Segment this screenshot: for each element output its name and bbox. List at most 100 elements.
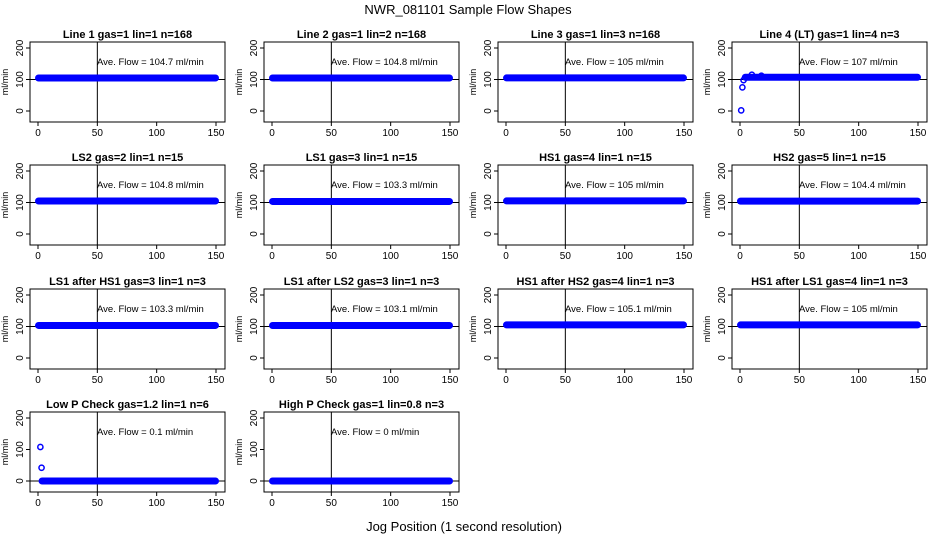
plot-frame [497,164,694,246]
x-tick-label: 150 [442,375,459,386]
flow-point-band [503,74,687,82]
average-flow-annotation: Ave. Flow = 0 ml/min [331,427,419,438]
flow-point-band [35,74,219,82]
plot-frame [29,41,226,123]
flow-point [38,464,45,472]
panel-10: LS1 after LS2 gas=3 lin=1 n=3 ml/min 0 50 10… [234,276,460,386]
x-tick-label: 0 [737,251,743,262]
y-tick-label: 100 [249,71,260,88]
plot-frame [263,411,460,493]
average-flow-annotation: Ave. Flow = 103.3 ml/min [97,304,204,315]
average-flow-annotation: Ave. Flow = 104.8 ml/min [331,57,438,68]
x-tick-label: 0 [35,251,41,262]
y-tick-label: 100 [717,318,728,335]
flow-point-band [503,197,687,205]
y-tick-label: 200 [717,162,728,179]
flow-point [37,443,44,451]
x-tick-label: 100 [382,251,399,262]
plot-frame [731,288,928,370]
y-tick-label: 200 [249,286,260,303]
y-tick-label: 200 [15,286,26,303]
average-flow-annotation: Ave. Flow = 0.1 ml/min [97,427,193,438]
flow-point [740,76,747,84]
y-axis-label: ml/min [234,439,244,466]
y-tick-label: 0 [15,108,26,114]
flow-point-band [35,321,219,329]
x-tick-label: 150 [208,251,225,262]
plot-frame [29,164,226,246]
y-tick-label: 100 [483,194,494,211]
y-tick-label: 100 [249,441,260,458]
y-tick-label: 0 [249,355,260,361]
x-tick-label: 50 [92,375,104,386]
average-flow-annotation: Ave. Flow = 105 ml/min [799,304,898,315]
y-tick-label: 0 [483,355,494,361]
panel-14: High P Check gas=1 lin=0.8 n=3 ml/min 0 50 1… [234,399,460,509]
x-tick-label: 100 [850,251,867,262]
x-tick-label: 150 [208,375,225,386]
y-tick-label: 200 [483,162,494,179]
y-tick-label: 0 [717,355,728,361]
x-tick-label: 150 [676,128,693,139]
y-tick-label: 100 [483,71,494,88]
average-flow-annotation: Ave. Flow = 105.1 ml/min [565,304,672,315]
y-tick-label: 200 [249,409,260,426]
x-tick-label: 100 [148,128,165,139]
x-tick-label: 50 [92,498,104,509]
x-tick-label: 0 [503,251,509,262]
panel-2: Line 2 gas=1 lin=2 n=168 ml/min 0 50 100 150 0… [234,29,460,139]
y-tick-label: 0 [483,108,494,114]
plot-frame [263,288,460,370]
x-tick-label: 100 [382,375,399,386]
y-axis-label: ml/min [468,316,478,343]
x-tick-label: 150 [442,128,459,139]
x-tick-label: 50 [794,128,806,139]
y-axis-label: ml/min [468,69,478,96]
average-flow-annotation: Ave. Flow = 104.7 ml/min [97,57,204,68]
flow-point-band [269,74,453,82]
x-tick-label: 50 [326,375,338,386]
flow-point-band [741,73,921,81]
x-tick-label: 50 [560,128,572,139]
panel-title: High P Check gas=1 lin=0.8 n=3 [279,399,444,411]
y-axis-label: ml/min [234,316,244,343]
plot-frame [731,164,928,246]
flow-point-band [737,197,921,205]
plot-frame [497,41,694,123]
y-tick-label: 100 [15,441,26,458]
panel-title: HS1 gas=4 lin=1 n=15 [539,152,652,164]
panel-title: HS2 gas=5 lin=1 n=15 [773,152,886,164]
y-tick-label: 0 [249,231,260,237]
figure-x-axis-label: Jog Position (1 second resolution) [366,519,562,534]
panel-title: Line 2 gas=1 lin=2 n=168 [297,29,426,41]
panel-title: LS1 after HS1 gas=3 lin=1 n=3 [49,276,206,288]
y-tick-label: 0 [483,231,494,237]
x-tick-label: 0 [737,375,743,386]
panel-title: HS1 after LS1 gas=4 lin=1 n=3 [751,276,908,288]
x-tick-label: 150 [910,128,927,139]
y-tick-label: 200 [15,409,26,426]
x-tick-label: 0 [269,128,275,139]
y-axis-label: ml/min [702,192,712,219]
y-tick-label: 100 [249,318,260,335]
y-tick-label: 0 [15,355,26,361]
y-tick-label: 0 [717,231,728,237]
x-tick-label: 0 [269,251,275,262]
y-tick-label: 100 [15,318,26,335]
panel-title: HS1 after HS2 gas=4 lin=1 n=3 [516,276,674,288]
plot-frame [731,41,928,123]
x-tick-label: 50 [326,498,338,509]
flow-point-band [269,477,453,485]
flow-point [758,72,765,80]
x-tick-label: 100 [148,251,165,262]
flow-point-band [38,477,220,485]
average-flow-annotation: Ave. Flow = 104.8 ml/min [97,180,204,191]
flow-point-band [503,321,687,329]
plot-frame [29,288,226,370]
y-tick-label: 200 [15,162,26,179]
x-tick-label: 50 [92,251,104,262]
y-tick-label: 200 [249,39,260,56]
y-tick-label: 200 [483,39,494,56]
y-axis-label: ml/min [0,192,10,219]
y-tick-label: 0 [15,478,26,484]
